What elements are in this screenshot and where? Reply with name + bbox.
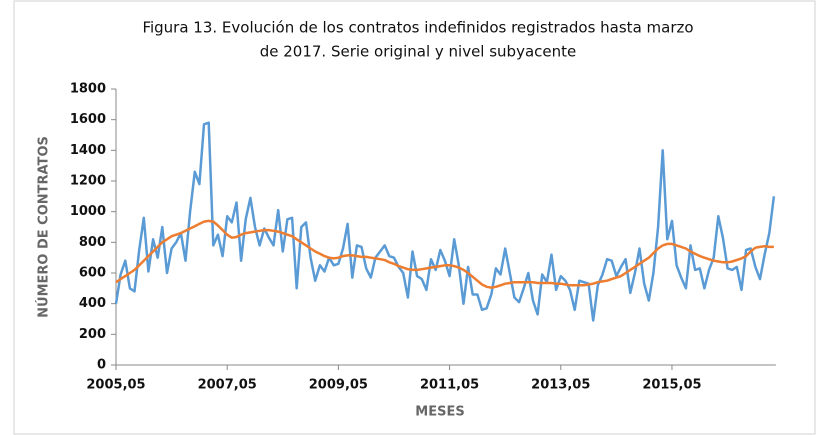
- chart-title: de 2017. Serie original y nivel subyacen…: [260, 43, 577, 61]
- y-tick-label: 1400: [70, 143, 106, 158]
- x-tick-label: 2013,05: [531, 378, 590, 393]
- x-tick-label: 2015,05: [642, 378, 701, 393]
- y-tick-label: 0: [97, 358, 106, 373]
- x-tick-label: 2007,05: [198, 378, 257, 393]
- y-tick-label: 800: [79, 235, 106, 250]
- series-line: [114, 121, 776, 322]
- chart-frame: [13, 0, 816, 435]
- x-tick-label: 2009,05: [309, 378, 368, 393]
- y-tick-label: 600: [79, 266, 106, 281]
- y-tick-label: 1600: [70, 112, 106, 127]
- y-tick-label: 1800: [70, 82, 106, 97]
- y-tick-label: 1200: [70, 174, 106, 189]
- chart-title: Figura 13. Evolución de los contratos in…: [142, 19, 693, 37]
- y-tick-label: 400: [79, 296, 106, 311]
- y-axis-label: NÚMERO DE CONTRATOS: [36, 136, 52, 318]
- y-tick-label: 1000: [70, 204, 106, 219]
- y-tick-label: 200: [79, 327, 106, 342]
- x-tick-label: 2011,05: [420, 378, 479, 393]
- series-line: [115, 219, 774, 289]
- x-axis-label: MESES: [415, 405, 464, 420]
- x-tick-label: 2005,05: [86, 378, 145, 393]
